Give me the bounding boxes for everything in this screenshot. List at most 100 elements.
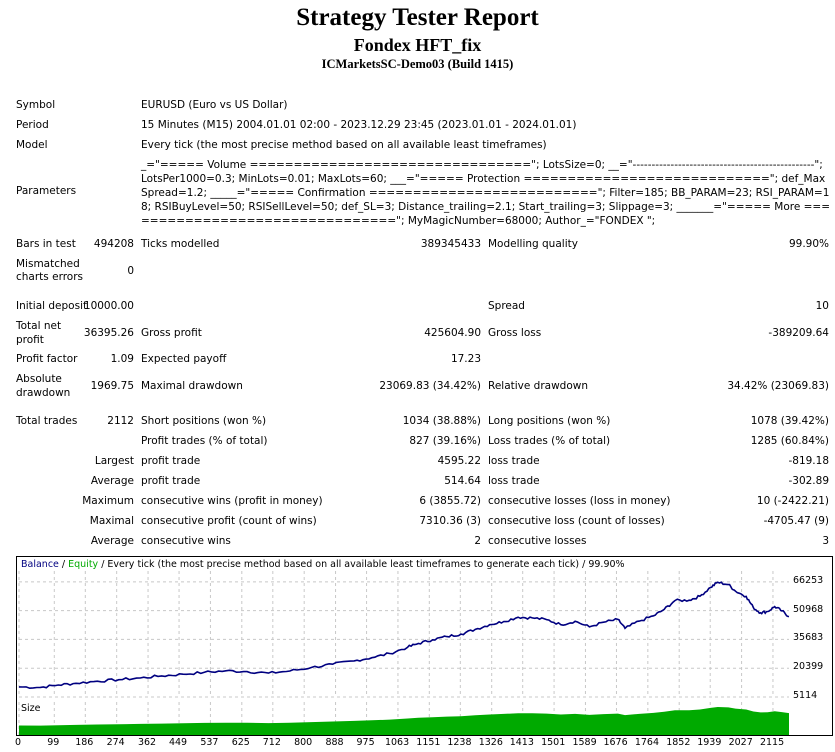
short-label: Short positions (won %) [141, 415, 267, 427]
symbol-value: EURUSD (Euro vs US Dollar) [141, 99, 288, 111]
y-tick-label: 20399 [793, 661, 824, 673]
avg-cons-wins-value: 2 [474, 535, 481, 547]
total-trades-label: Total trades [16, 415, 78, 427]
absdd-value: 1969.75 [90, 380, 134, 392]
size-chart: Size [16, 702, 833, 736]
deposit-value: 10000.00 [83, 300, 134, 312]
average-profit-label: profit trade [141, 475, 201, 487]
size-area [19, 707, 789, 735]
mismatched-value: 0 [127, 265, 134, 277]
spread-label: Spread [488, 300, 525, 312]
ticks-value: 389345433 [420, 238, 481, 250]
x-axis: 0 99 186 274 362 449 537 625 712 800 888 975 1063 115… [15, 737, 831, 751]
loss-trades-label: Loss trades (% of total) [488, 435, 611, 447]
x-tick-label: 1326 [478, 737, 503, 748]
deposit-label: Initial deposit [16, 300, 88, 312]
largest-profit-value: 4595.22 [437, 455, 481, 467]
y-tick-label: 50968 [793, 603, 824, 615]
y-tick-label: 5114 [793, 690, 818, 701]
max-cons-profit-label: consecutive profit (count of wins) [141, 515, 317, 527]
period-label: Period [16, 119, 49, 131]
max-cons-wins-label: consecutive wins (profit in money) [141, 495, 323, 507]
size-label: Size [21, 703, 41, 714]
average-profit-value: 514.64 [444, 475, 481, 487]
largest-profit-label: profit trade [141, 455, 201, 467]
balance-chart-svg [18, 571, 790, 698]
expected-payoff-label: Expected payoff [141, 353, 227, 365]
size-chart-svg [18, 702, 789, 735]
balance-chart: Balance / Equity / Every tick (the most … [16, 556, 833, 703]
x-tick-label: 362 [137, 737, 157, 748]
x-tick-label: 99 [47, 737, 60, 748]
period-value: 15 Minutes (M15) 2004.01.01 02:00 - 2023… [141, 119, 577, 131]
x-tick-label: 975 [356, 737, 375, 748]
x-tick-label: 1852 [666, 737, 691, 748]
bars-label: Bars in test [16, 238, 76, 250]
x-tick-label: 537 [200, 737, 219, 748]
maxdd-value: 23069.83 (34.42%) [379, 380, 481, 392]
x-tick-label: 186 [75, 737, 94, 748]
chart-legend: Balance / Equity / Every tick (the most … [21, 559, 625, 570]
x-tick-label: 0 [14, 737, 22, 748]
max-cons-losses-value: 10 (-2422.21) [756, 495, 829, 507]
netprofit-value: 36395.26 [83, 327, 134, 339]
profit-trades-label: Profit trades (% of total) [141, 435, 268, 447]
maximal-label: Maximal [89, 515, 134, 527]
largest-loss-value: -819.18 [788, 455, 829, 467]
quality-label: Modelling quality [488, 238, 578, 250]
grossprofit-value: 425604.90 [424, 327, 481, 339]
grossprofit-label: Gross profit [141, 327, 202, 339]
y-tick-label: 35683 [793, 632, 824, 644]
parameters-value: _="===== Volume ========================… [141, 159, 831, 227]
ticks-label: Ticks modelled [141, 238, 220, 250]
largest-label: Largest [94, 455, 134, 467]
legend-equity: Equity [68, 559, 99, 570]
parameters-label: Parameters [16, 185, 77, 197]
symbol-label: Symbol [16, 99, 56, 111]
grossloss-label: Gross loss [488, 327, 542, 339]
x-tick-label: 1501 [541, 737, 566, 748]
legend-description: / Every tick (the most precise method ba… [98, 559, 625, 570]
x-tick-label: 2027 [728, 737, 753, 748]
x-tick-label: 1764 [634, 737, 660, 748]
grossloss-value: -389209.64 [768, 327, 829, 339]
profit-factor-value: 1.09 [110, 353, 134, 365]
maximum-label: Maximum [82, 495, 134, 507]
max-cons-loss-label: consecutive loss (count of losses) [488, 515, 665, 527]
average-loss-value: -302.89 [788, 475, 829, 487]
x-tick-label: 1238 [447, 737, 472, 748]
netprofit-label-2: profit [16, 334, 44, 346]
mismatched-label-1: Mismatched [16, 258, 80, 270]
quality-value: 99.90% [788, 238, 829, 250]
expert-name: Fondex HFT_fix [353, 35, 482, 55]
legend-balance: Balance [21, 559, 59, 570]
long-value: 1078 (39.42%) [750, 415, 829, 427]
reldd-value: 34.42% (23069.83) [727, 380, 829, 392]
x-tick-label: 1589 [572, 737, 597, 748]
x-tick-label: 888 [325, 737, 344, 748]
x-tick-label: 1063 [384, 737, 410, 748]
series-line-balance [18, 581, 790, 690]
long-label: Long positions (won %) [488, 415, 611, 427]
x-tick-label: 712 [262, 737, 281, 748]
y-tick-label: 66253 [793, 574, 824, 586]
max-cons-profit-value: 7310.36 (3) [419, 515, 481, 527]
x-tick-label: 1939 [697, 737, 722, 748]
x-tick-label: 1413 [509, 737, 534, 748]
x-tick-label: 449 [168, 737, 188, 748]
absdd-label-1: Absolute [16, 373, 62, 385]
netprofit-label-1: Total net [16, 320, 62, 332]
max-cons-losses-label: consecutive losses (loss in money) [488, 495, 671, 507]
x-tick-label: 2115 [759, 737, 785, 748]
profit-factor-label: Profit factor [16, 353, 78, 365]
bars-value: 494208 [93, 238, 134, 250]
mismatched-label-2: charts errors [16, 271, 83, 283]
avg-cons-losses-value: 3 [822, 535, 829, 547]
server-build: ICMarketsSC-Demo03 (Build 1415) [321, 57, 514, 71]
maxdd-label: Maximal drawdown [141, 380, 243, 392]
profit-trades-value: 827 (39.16%) [409, 435, 481, 447]
total-trades-value: 2112 [107, 415, 134, 427]
max-cons-wins-value: 6 (3855.72) [419, 495, 481, 507]
expected-payoff-value: 17.23 [450, 353, 481, 365]
avg-cons-losses-label: consecutive losses [488, 535, 587, 547]
